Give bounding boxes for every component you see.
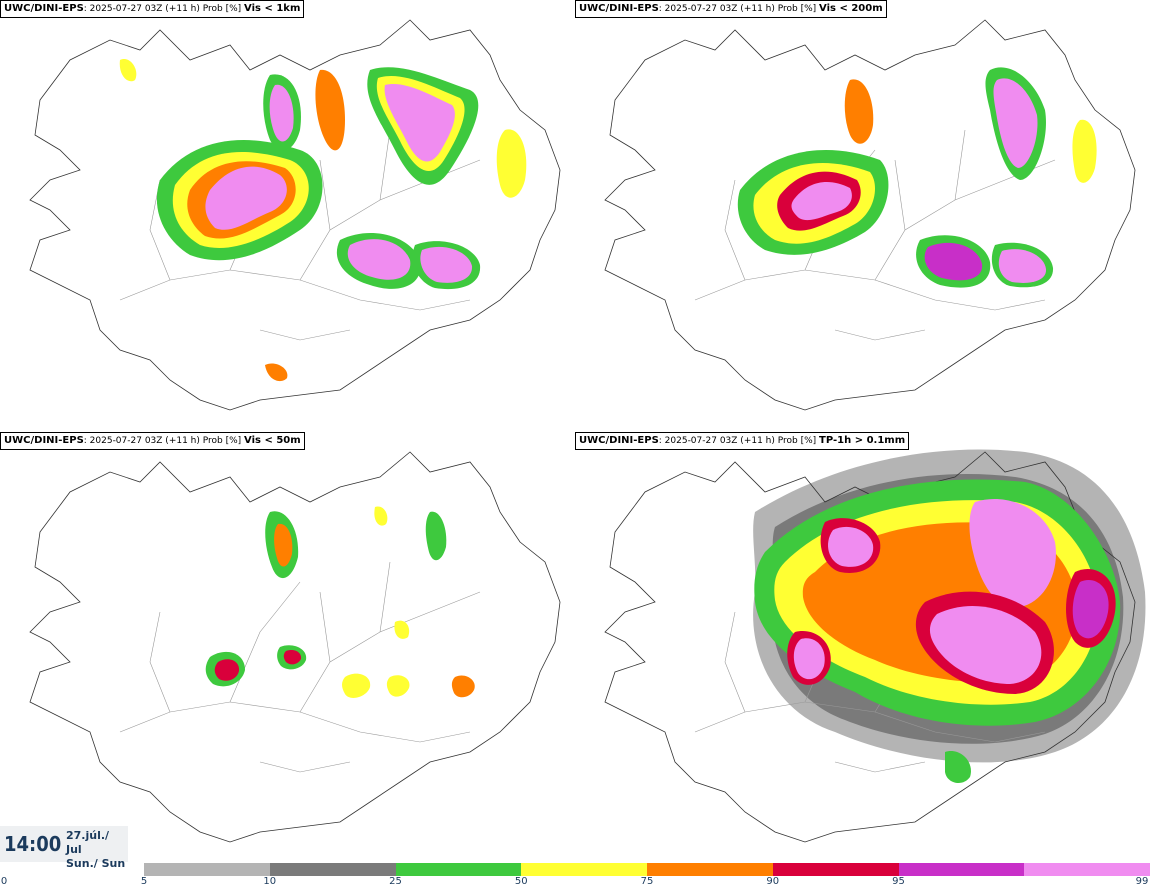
parameter-label: TP-1h > 0.1mm [819, 435, 906, 446]
colorbar-tick-label: 0 [0, 876, 8, 887]
probability-field [737, 67, 1097, 288]
run-info: : 2025-07-27 03Z (+11 h) Prob [%] [83, 436, 242, 446]
date-line1: 27.júl./ Jul [66, 829, 110, 856]
run-info: : 2025-07-27 03Z (+11 h) Prob [%] [658, 436, 817, 446]
model-name: UWC/DINI-EPS [4, 435, 84, 446]
iceland-map [29, 451, 561, 843]
panel-title: UWC/DINI-EPS: 2025-07-27 03Z (+11 h) Pro… [575, 432, 910, 450]
parameter-label: Vis < 50m [244, 435, 301, 446]
iceland-map [29, 19, 561, 411]
colorbar-tick-label: 75 [640, 876, 654, 887]
colorbar-tick-label: 90 [766, 876, 780, 887]
colorbar-segment [772, 863, 899, 876]
iceland-map [604, 449, 1146, 843]
probability-colorbar [144, 863, 1150, 876]
colorbar-segment [395, 863, 522, 876]
probability-field [205, 506, 475, 698]
valid-time: 14:00 [4, 832, 62, 856]
probability-field [119, 59, 527, 382]
valid-time-box: 14:00 27.júl./ Jul Sun./ Sun [0, 826, 128, 870]
iceland-map [604, 19, 1136, 411]
valid-date: 27.júl./ Jul Sun./ Sun [66, 829, 128, 871]
parameter-label: Vis < 1km [244, 3, 301, 14]
colorbar-tick-label: 99 [1135, 876, 1149, 887]
map-panel-vis-50m: UWC/DINI-EPS: 2025-07-27 03Z (+11 h) Pro… [0, 432, 575, 862]
date-line2: Sun./ Sun [66, 857, 126, 870]
colorbar-tick-label: 5 [140, 876, 148, 887]
map-panel-vis-1km: UWC/DINI-EPS: 2025-07-27 03Z (+11 h) Pro… [0, 0, 575, 430]
run-info: : 2025-07-27 03Z (+11 h) Prob [%] [83, 4, 242, 14]
map-panel-vis-200m: UWC/DINI-EPS: 2025-07-27 03Z (+11 h) Pro… [575, 0, 1150, 430]
colorbar-tick-label: 50 [514, 876, 528, 887]
model-name: UWC/DINI-EPS [579, 435, 659, 446]
panel-title: UWC/DINI-EPS: 2025-07-27 03Z (+11 h) Pro… [0, 432, 305, 450]
run-info: : 2025-07-27 03Z (+11 h) Prob [%] [658, 4, 817, 14]
colorbar-segment [521, 863, 648, 876]
parameter-label: Vis < 200m [819, 3, 883, 14]
colorbar-tick-label: 10 [263, 876, 277, 887]
panel-title: UWC/DINI-EPS: 2025-07-27 03Z (+11 h) Pro… [0, 0, 305, 18]
colorbar-segment [144, 863, 271, 876]
model-name: UWC/DINI-EPS [4, 3, 84, 14]
colorbar-tick-label: 25 [389, 876, 402, 887]
colorbar-segment [898, 863, 1025, 876]
colorbar-tick-label: 95 [892, 876, 905, 887]
colorbar-segment [269, 863, 396, 876]
map-panel-precipitation: UWC/DINI-EPS: 2025-07-27 03Z (+11 h) Pro… [575, 432, 1150, 862]
model-name: UWC/DINI-EPS [579, 3, 659, 14]
probability-field [754, 479, 1121, 726]
colorbar-segment [647, 863, 774, 876]
panel-title: UWC/DINI-EPS: 2025-07-27 03Z (+11 h) Pro… [575, 0, 887, 18]
colorbar-segment [1024, 863, 1150, 876]
